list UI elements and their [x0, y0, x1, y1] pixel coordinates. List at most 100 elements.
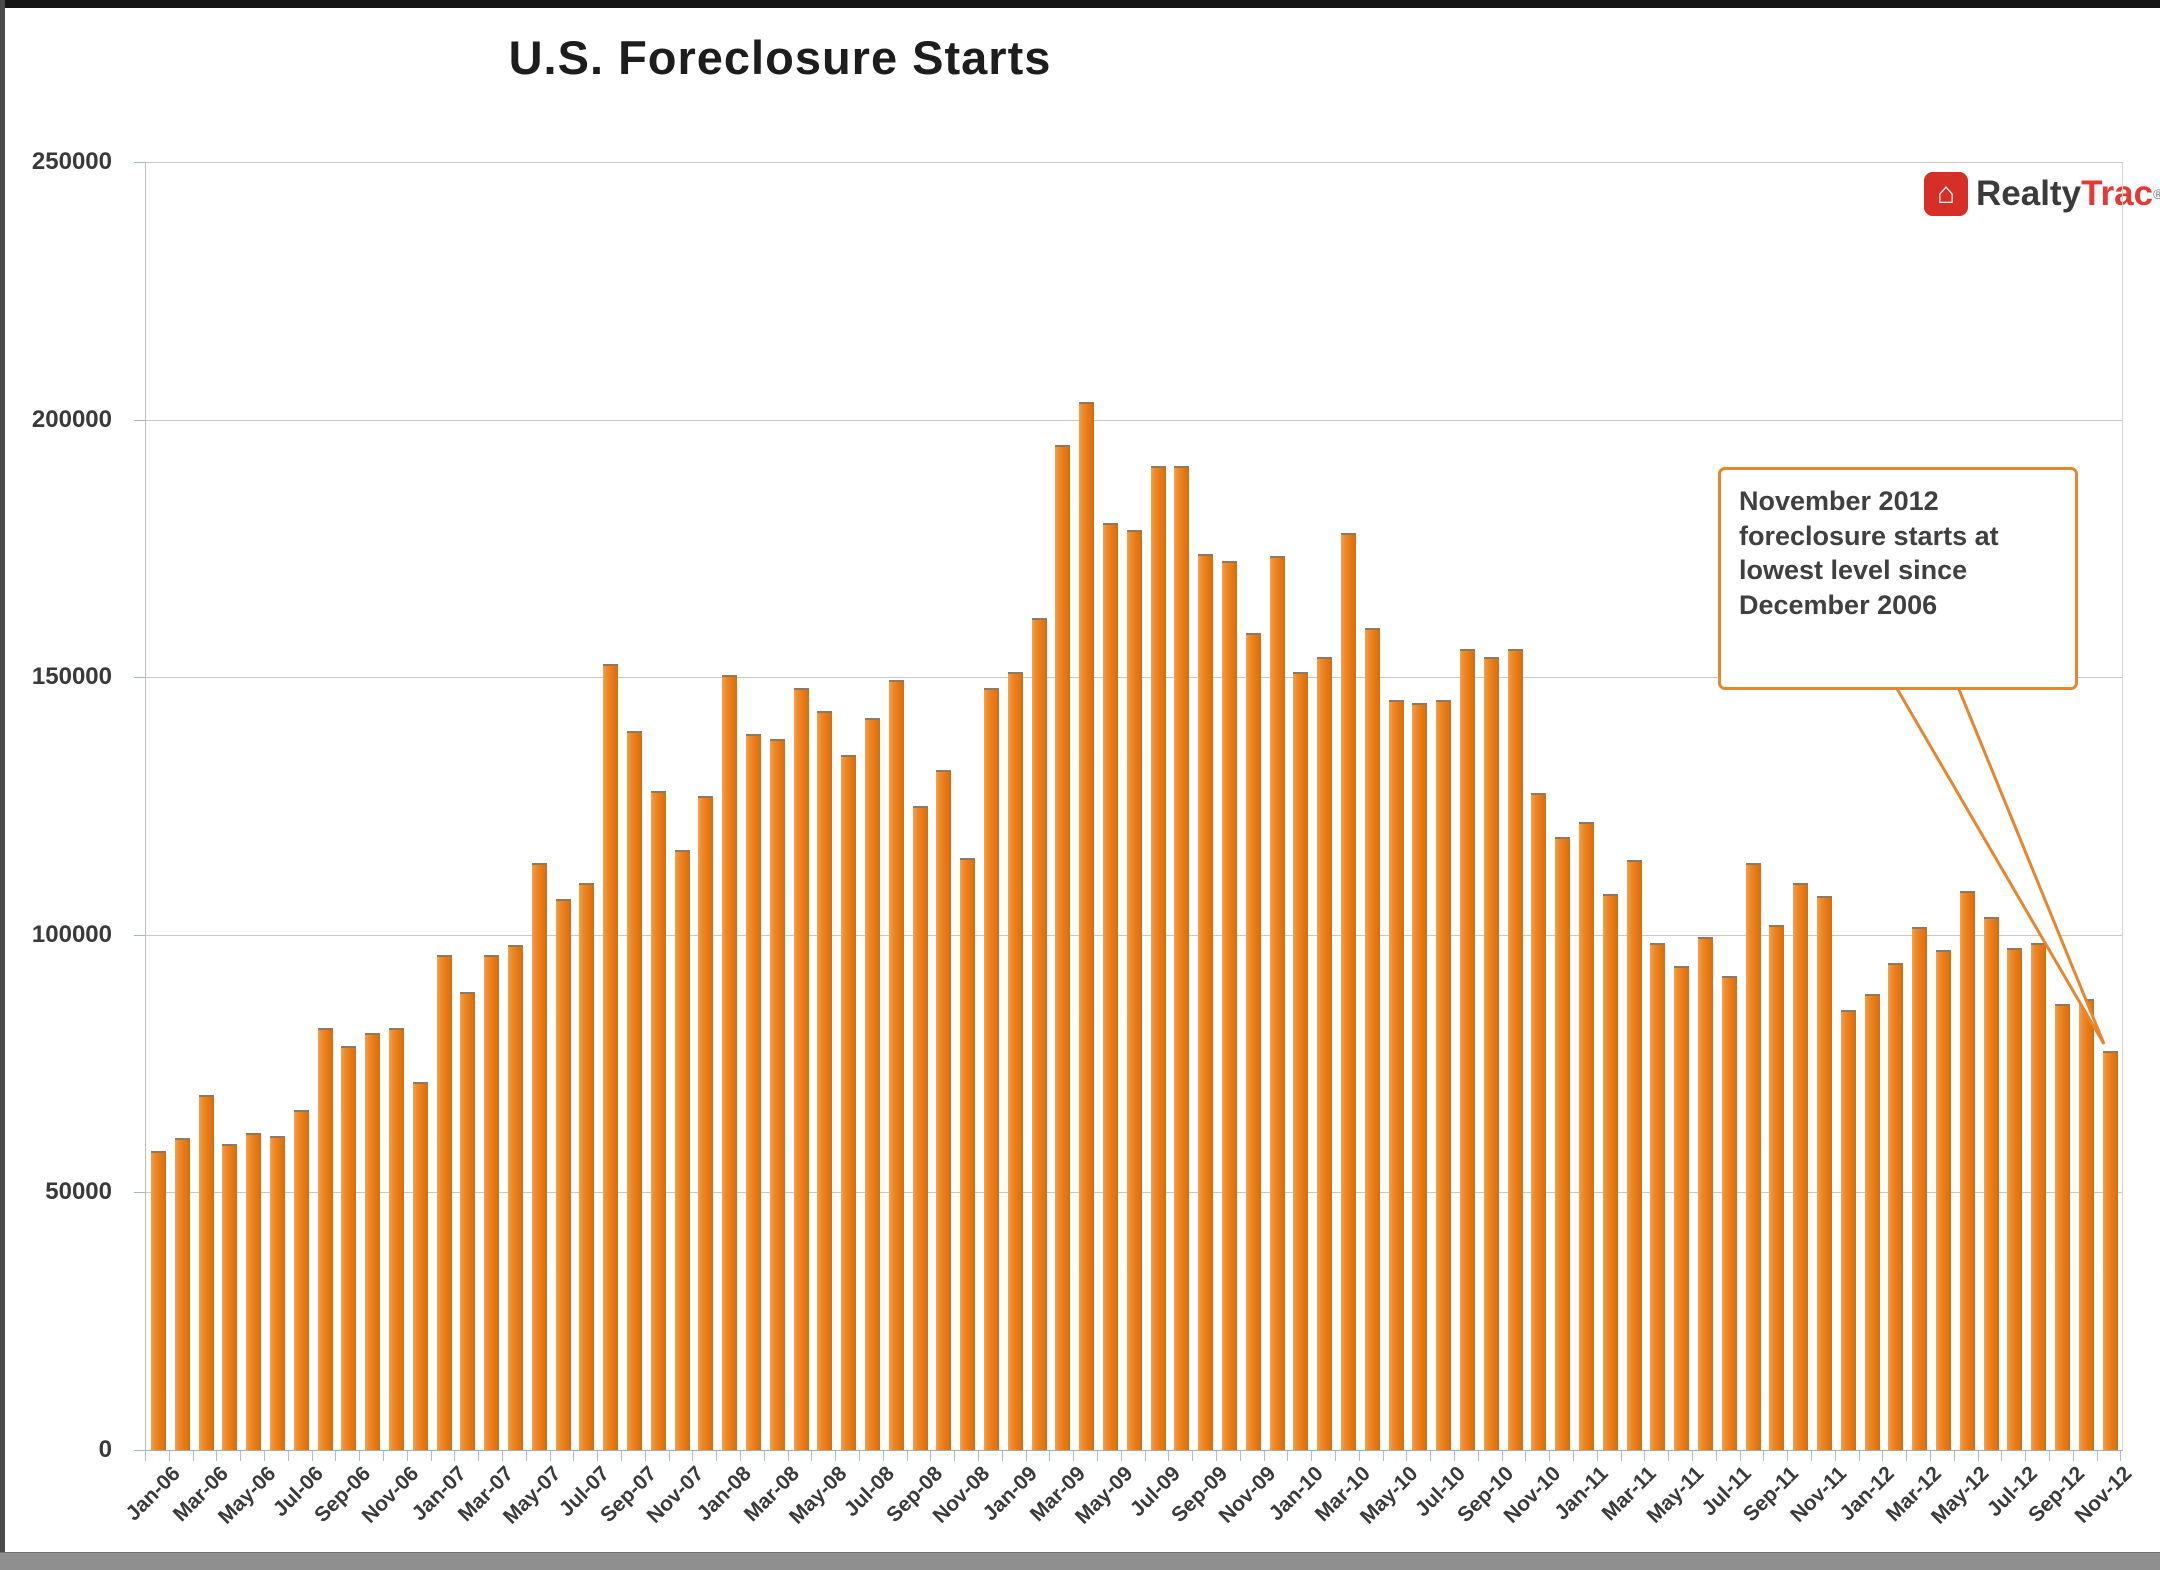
bar-Sep-08	[912, 806, 928, 1450]
bar-Aug-10	[1460, 648, 1475, 1450]
x-axis-tick	[2025, 1451, 2027, 1461]
bar-Nov-06	[389, 1027, 404, 1450]
x-axis-tick	[240, 1451, 242, 1461]
x-axis-tick	[1049, 1451, 1051, 1461]
x-axis-tick	[549, 1451, 551, 1461]
logo-text-trac: Trac	[2081, 174, 2154, 213]
x-axis-tick	[2072, 1451, 2074, 1461]
bar-Apr-11	[1650, 942, 1666, 1450]
bar-Sep-11	[1769, 924, 1785, 1450]
x-axis-tick	[311, 1451, 313, 1461]
x-axis-tick	[525, 1451, 527, 1461]
x-axis-tick	[716, 1451, 718, 1461]
x-axis-tick	[1692, 1451, 1693, 1461]
bar-Jun-08	[841, 754, 857, 1450]
x-axis-tick	[1001, 1451, 1003, 1461]
bar-Jan-11	[1579, 821, 1594, 1450]
x-axis-tick	[1549, 1451, 1551, 1461]
x-axis-tick	[430, 1451, 432, 1461]
y-axis-tick	[134, 1450, 145, 1451]
bar-Oct-08	[936, 769, 952, 1450]
bar-Sep-06	[341, 1045, 357, 1450]
x-axis-tick	[2001, 1451, 2003, 1461]
bar-May-12	[1959, 891, 1975, 1450]
bar-Jun-06	[270, 1135, 285, 1450]
bar-Oct-09	[1222, 561, 1237, 1450]
window-top-edge	[0, 0, 2160, 8]
x-axis-tick	[1287, 1451, 1289, 1461]
x-axis-tick	[1977, 1451, 1979, 1461]
realtytrac-logo: ⌂ Realty Trac ®	[1924, 168, 2160, 220]
x-axis-tick	[811, 1451, 813, 1461]
x-axis-tick	[621, 1451, 622, 1461]
bar-Oct-07	[650, 790, 666, 1450]
bar-May-08	[817, 710, 833, 1450]
x-axis-tick	[1882, 1451, 1884, 1461]
x-axis-tick	[1573, 1451, 1574, 1461]
x-axis-tick	[1930, 1451, 1931, 1461]
bar-Sep-09	[1198, 553, 1214, 1450]
bar-Nov-07	[674, 849, 690, 1450]
bar-Jun-11	[1698, 937, 1713, 1450]
x-axis-tick	[692, 1451, 694, 1461]
x-axis-tick	[1335, 1451, 1336, 1461]
x-axis-tick	[1120, 1451, 1122, 1461]
y-axis-tick	[134, 162, 145, 163]
bar-Jul-10	[1436, 700, 1452, 1450]
x-axis-tick	[2049, 1451, 2050, 1461]
x-axis-tick	[216, 1451, 218, 1461]
x-axis-tick	[597, 1451, 599, 1461]
x-axis-tick	[1073, 1451, 1075, 1461]
y-axis-label-200000: 200000	[31, 405, 112, 433]
bar-Apr-08	[793, 687, 809, 1450]
bar-Mar-07	[484, 955, 500, 1450]
bar-Feb-11	[1602, 893, 1618, 1450]
bar-Oct-06	[365, 1032, 381, 1450]
bar-Dec-11	[1840, 1009, 1856, 1450]
y-axis-label-100000: 100000	[31, 920, 112, 948]
bar-Oct-10	[1507, 648, 1523, 1450]
x-axis-tick	[335, 1451, 337, 1461]
x-axis-tick	[740, 1451, 741, 1461]
bar-Mar-09	[1055, 445, 1071, 1450]
bar-Jun-10	[1412, 703, 1428, 1450]
y-axis-tick	[134, 934, 145, 936]
x-axis-tick	[1953, 1451, 1955, 1461]
bar-Aug-06	[317, 1027, 333, 1450]
bar-May-09	[1103, 522, 1118, 1450]
bar-Dec-06	[412, 1081, 428, 1450]
bar-Mar-06	[198, 1094, 214, 1450]
bar-Oct-11	[1793, 883, 1809, 1450]
x-axis-tick	[359, 1451, 361, 1461]
x-axis-tick	[406, 1451, 408, 1461]
x-axis-tick	[1739, 1451, 1741, 1461]
plot-area	[145, 162, 2123, 1451]
bar-Apr-06	[222, 1143, 238, 1450]
x-axis-tick	[644, 1451, 646, 1461]
bar-Apr-12	[1936, 950, 1951, 1450]
x-axis-tick	[264, 1451, 265, 1461]
x-axis-tick	[1192, 1451, 1194, 1461]
x-axis-tick	[1811, 1451, 1812, 1461]
gridline-250000	[146, 162, 2122, 163]
logo-text-realty: Realty	[1976, 174, 2082, 213]
x-axis-tick	[787, 1451, 789, 1461]
x-axis-tick	[1668, 1451, 1670, 1461]
bar-Mar-10	[1341, 532, 1356, 1450]
x-axis-tick	[906, 1451, 908, 1461]
annotation-callout: November 2012 foreclosure starts at lowe…	[1718, 467, 2078, 690]
bar-Jan-08	[722, 674, 738, 1450]
bar-Feb-06	[174, 1138, 190, 1450]
x-axis-tick	[1144, 1451, 1146, 1461]
x-axis-tick	[2120, 1451, 2122, 1461]
x-axis-tick	[383, 1451, 384, 1461]
bar-Nov-12	[2102, 1050, 2118, 1450]
x-axis-tick	[1858, 1451, 1860, 1461]
y-axis-label-0: 0	[98, 1436, 112, 1463]
y-axis-tick	[134, 677, 145, 679]
bar-Jan-06	[151, 1151, 166, 1450]
x-axis-tick	[1644, 1451, 1646, 1461]
bar-Dec-07	[698, 795, 714, 1450]
bar-Aug-08	[888, 679, 904, 1450]
